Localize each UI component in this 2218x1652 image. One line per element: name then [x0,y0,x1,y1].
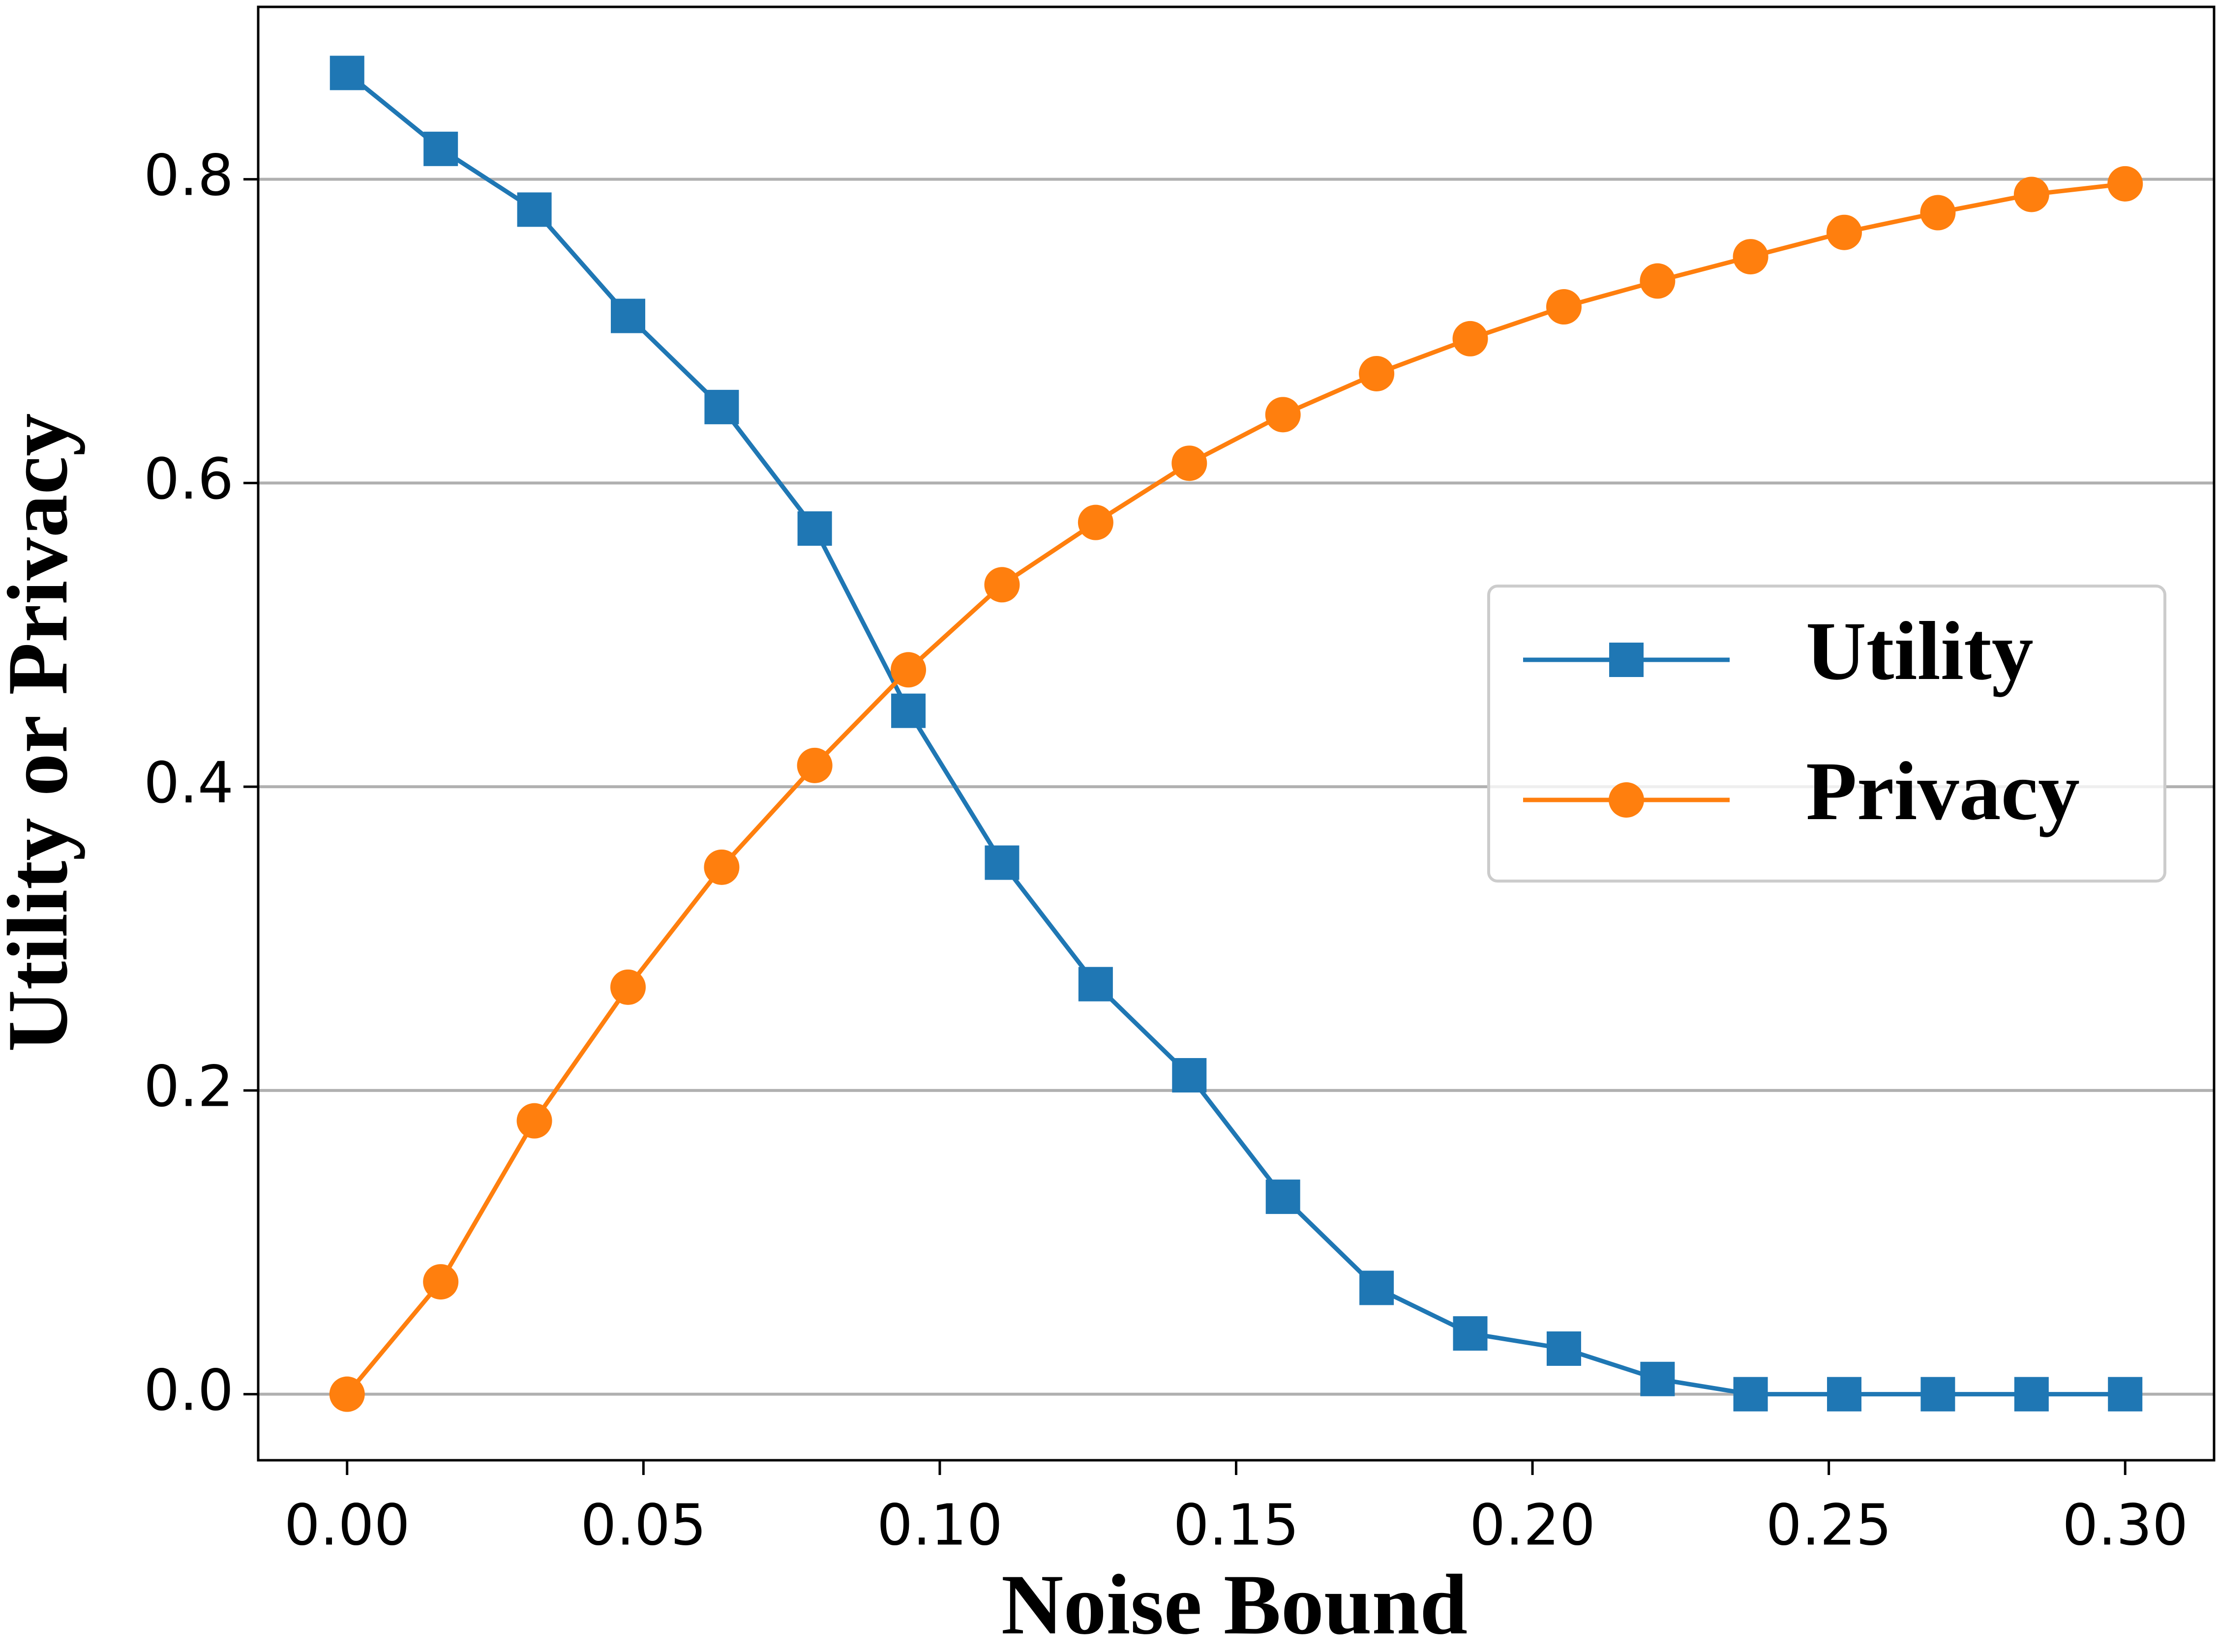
x-tick-label: 0.05 [580,1493,706,1559]
marker [1453,1316,1488,1351]
marker [1546,1331,1581,1366]
marker [797,511,832,546]
x-tick-label: 0.30 [2062,1493,2188,1559]
marker [1546,289,1582,325]
marker [891,652,927,688]
marker [423,131,458,166]
marker [611,298,646,333]
marker [1171,445,1207,481]
x-tick-label: 0.10 [877,1493,1003,1559]
legend-marker [1609,782,1644,818]
marker [423,1264,459,1300]
legend-marker [1609,643,1644,677]
marker [516,1103,552,1139]
marker [891,693,926,728]
marker [1265,397,1301,433]
marker [2014,1377,2049,1412]
y-tick-label: 0.6 [144,446,234,512]
marker [1359,355,1395,391]
marker [330,56,364,90]
marker [1827,1377,1861,1412]
x-tick-label: 0.20 [1469,1493,1595,1559]
marker [985,845,1019,880]
marker [1172,1058,1207,1092]
marker [1265,1180,1300,1214]
legend-label: Privacy [1806,745,2080,837]
marker [797,747,833,783]
x-tick-label: 0.25 [1766,1493,1892,1559]
marker [1920,1377,1955,1412]
y-tick-label: 0.4 [144,750,234,816]
marker [1920,195,1956,231]
marker [517,192,552,227]
marker [329,1376,365,1412]
y-tick-label: 0.2 [144,1054,234,1120]
legend: Utility Privacy [1487,585,2166,883]
legend-label: Utility [1806,605,2034,697]
marker [1733,239,1768,275]
marker [1640,263,1676,299]
marker [1359,1270,1394,1305]
marker [2107,166,2143,202]
plot-frame [257,5,2216,1462]
marker [1733,1377,1768,1412]
x-axis-label: Noise Bound [1001,1557,1468,1652]
marker [984,567,1020,603]
marker [1078,967,1113,1002]
marker [610,969,646,1005]
marker [1640,1361,1675,1396]
y-tick-label: 0.8 [144,143,234,208]
marker [1826,214,1862,250]
marker [2108,1377,2143,1412]
marker [2013,177,2049,212]
marker [704,849,740,885]
marker [1078,504,1113,540]
x-tick-label: 0.15 [1173,1493,1299,1559]
marker [704,389,739,424]
y-axis-label: Utility or Privacy [0,413,85,1052]
y-tick-label: 0.0 [144,1357,234,1423]
x-tick-label: 0.00 [284,1493,410,1559]
marker [1452,321,1488,356]
